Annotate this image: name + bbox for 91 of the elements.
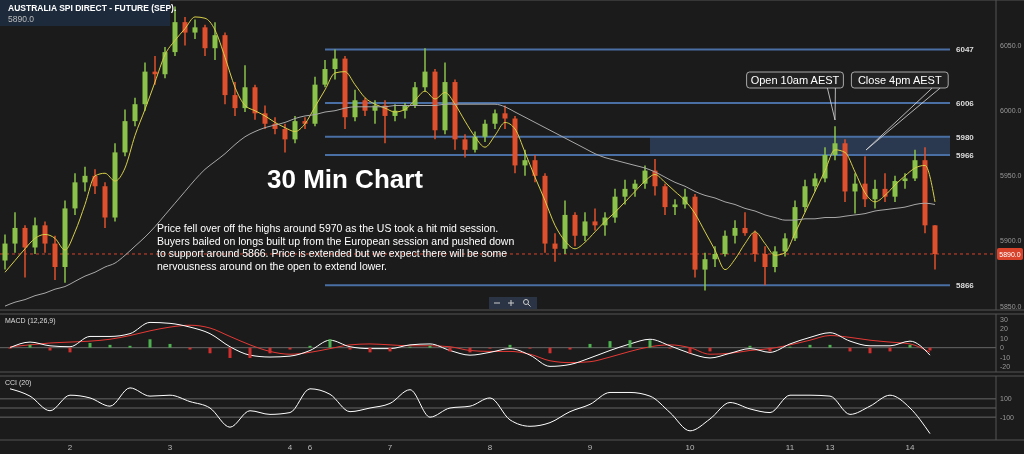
x-tick-label: 2 — [67, 443, 73, 452]
candlestick — [672, 198, 678, 216]
bar — [88, 343, 92, 348]
candlestick — [322, 59, 328, 89]
candlestick — [902, 172, 908, 190]
candlestick — [702, 251, 708, 292]
candlestick — [282, 122, 288, 154]
text: 5890.0 — [8, 14, 35, 24]
ref-line-label: 5980 — [956, 132, 975, 142]
bar — [248, 347, 252, 358]
candlestick — [852, 172, 858, 215]
bar — [908, 344, 912, 348]
candlestick — [262, 104, 268, 130]
x-tick-label: 9 — [587, 443, 593, 452]
bar — [168, 343, 172, 348]
candlestick — [722, 229, 728, 258]
line-series — [9, 387, 931, 435]
annotation: Close 4pm AEST — [857, 74, 942, 86]
candlestick — [492, 108, 498, 130]
ref-line-label: 6006 — [956, 98, 975, 108]
candlestick — [472, 130, 478, 154]
candlestick — [32, 216, 38, 255]
x-tick-label: 8 — [487, 443, 493, 452]
candlestick — [292, 115, 298, 145]
x-tick-label: 14 — [905, 443, 915, 452]
x-tick-label: 13 — [825, 443, 835, 452]
candlestick — [782, 232, 788, 258]
bar — [108, 344, 112, 348]
bar — [808, 344, 812, 348]
annotation: Price fell over off the highs around 5970 as the US took a hit mid session. Buyers bailed on longs built up from the European session and pushed down to support around 5866. Price is extended but we expect there will be some nervousness around on the open to extend lower. — [157, 222, 515, 272]
candlestick — [892, 175, 898, 203]
candlestick — [802, 179, 808, 214]
candlestick — [462, 133, 468, 159]
candlestick — [532, 154, 538, 184]
bar — [228, 347, 232, 358]
candlestick — [662, 182, 668, 216]
candlestick — [132, 96, 138, 128]
candlestick — [502, 104, 508, 130]
candlestick — [582, 211, 588, 242]
x-tick-label: 4 — [287, 443, 293, 452]
candlestick — [422, 47, 428, 92]
annotation: 30 Min Chart — [266, 164, 424, 194]
candlestick — [92, 168, 98, 195]
candlestick — [42, 220, 48, 254]
candlestick — [22, 224, 28, 279]
candlestick — [912, 149, 918, 182]
candlestick — [572, 211, 578, 247]
candlestick — [52, 235, 58, 281]
candlestick — [202, 24, 208, 57]
candlestick — [2, 233, 8, 271]
bar — [608, 341, 612, 348]
bar — [828, 344, 832, 348]
x-tick-label: 6 — [307, 443, 313, 452]
bar — [328, 339, 332, 348]
candlestick — [742, 211, 748, 237]
candlestick — [552, 232, 558, 263]
x-tick-label: 7 — [387, 443, 393, 452]
chart-title: AUSTRALIA SPI DIRECT - FUTURE (SEP). — [8, 3, 177, 13]
ref-line-label: 5966 — [956, 151, 975, 160]
candlestick — [82, 165, 88, 193]
ref-line-label: 6047 — [956, 45, 975, 55]
candlestick — [772, 245, 778, 273]
candlestick — [212, 21, 218, 61]
candlestick — [242, 64, 248, 113]
annotation: Open 10am AEST — [750, 74, 840, 86]
candlestick — [232, 81, 238, 117]
candlestick — [622, 179, 628, 206]
candlestick — [482, 119, 488, 143]
bar — [28, 344, 32, 348]
x-tick-label: 11 — [785, 443, 795, 452]
candlestick — [592, 207, 598, 232]
candlestick — [612, 188, 618, 224]
bar — [588, 343, 592, 348]
candlestick — [352, 89, 358, 122]
bar — [508, 344, 512, 348]
x-tick-label: 3 — [167, 443, 173, 452]
candlestick — [12, 211, 18, 254]
candlestick — [192, 18, 198, 40]
bar — [648, 340, 652, 348]
bar — [628, 340, 632, 348]
candlestick — [872, 179, 878, 210]
bar — [148, 339, 152, 348]
candlestick — [362, 96, 368, 117]
candlestick — [162, 46, 168, 79]
candlestick — [522, 149, 528, 177]
candlestick — [812, 172, 818, 193]
candlestick — [732, 219, 738, 245]
ref-line-label: 5866 — [956, 281, 975, 291]
candlestick — [762, 245, 768, 286]
candlestick — [332, 48, 338, 81]
x-tick-label: 10 — [685, 443, 695, 452]
